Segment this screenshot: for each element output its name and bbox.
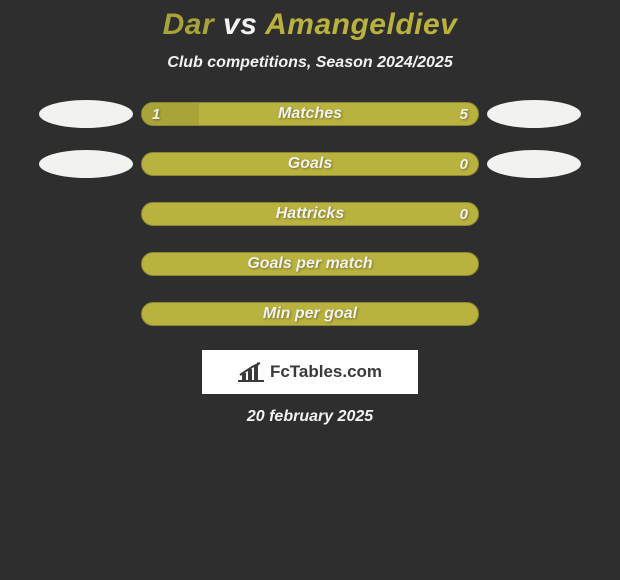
stat-label: Matches	[142, 103, 478, 125]
stat-label: Goals	[142, 153, 478, 175]
stats-list: 15Matches 0Goals 0Hattricks Goals per match…	[0, 100, 620, 328]
player2-badge	[487, 150, 581, 178]
stat-label: Min per goal	[142, 303, 478, 325]
stat-row: 0Goals	[0, 150, 620, 178]
player1-badge	[39, 100, 133, 128]
page-title: Dar vs Amangeldiev	[0, 8, 620, 42]
stat-label: Goals per match	[142, 253, 478, 275]
stat-row: Min per goal	[0, 300, 620, 328]
player2-badge	[487, 100, 581, 128]
player1-badge	[39, 150, 133, 178]
comparison-card: Dar vs Amangeldiev Club competitions, Se…	[0, 0, 620, 580]
logo-text: FcTables.com	[270, 362, 382, 382]
stat-bar: 0Hattricks	[141, 202, 479, 226]
stat-label: Hattricks	[142, 203, 478, 225]
stat-bar: Min per goal	[141, 302, 479, 326]
player2-name: Amangeldiev	[265, 8, 457, 41]
stat-row: Goals per match	[0, 250, 620, 278]
logo: FcTables.com	[238, 361, 382, 383]
logo-chart-icon	[238, 361, 266, 383]
stat-row: 15Matches	[0, 100, 620, 128]
title-vs: vs	[223, 8, 257, 41]
date: 20 february 2025	[0, 408, 620, 426]
stat-bar: 0Goals	[141, 152, 479, 176]
stat-bar: Goals per match	[141, 252, 479, 276]
stat-bar: 15Matches	[141, 102, 479, 126]
logo-box: FcTables.com	[202, 350, 418, 394]
player1-name: Dar	[163, 8, 215, 41]
subtitle: Club competitions, Season 2024/2025	[0, 54, 620, 72]
stat-row: 0Hattricks	[0, 200, 620, 228]
